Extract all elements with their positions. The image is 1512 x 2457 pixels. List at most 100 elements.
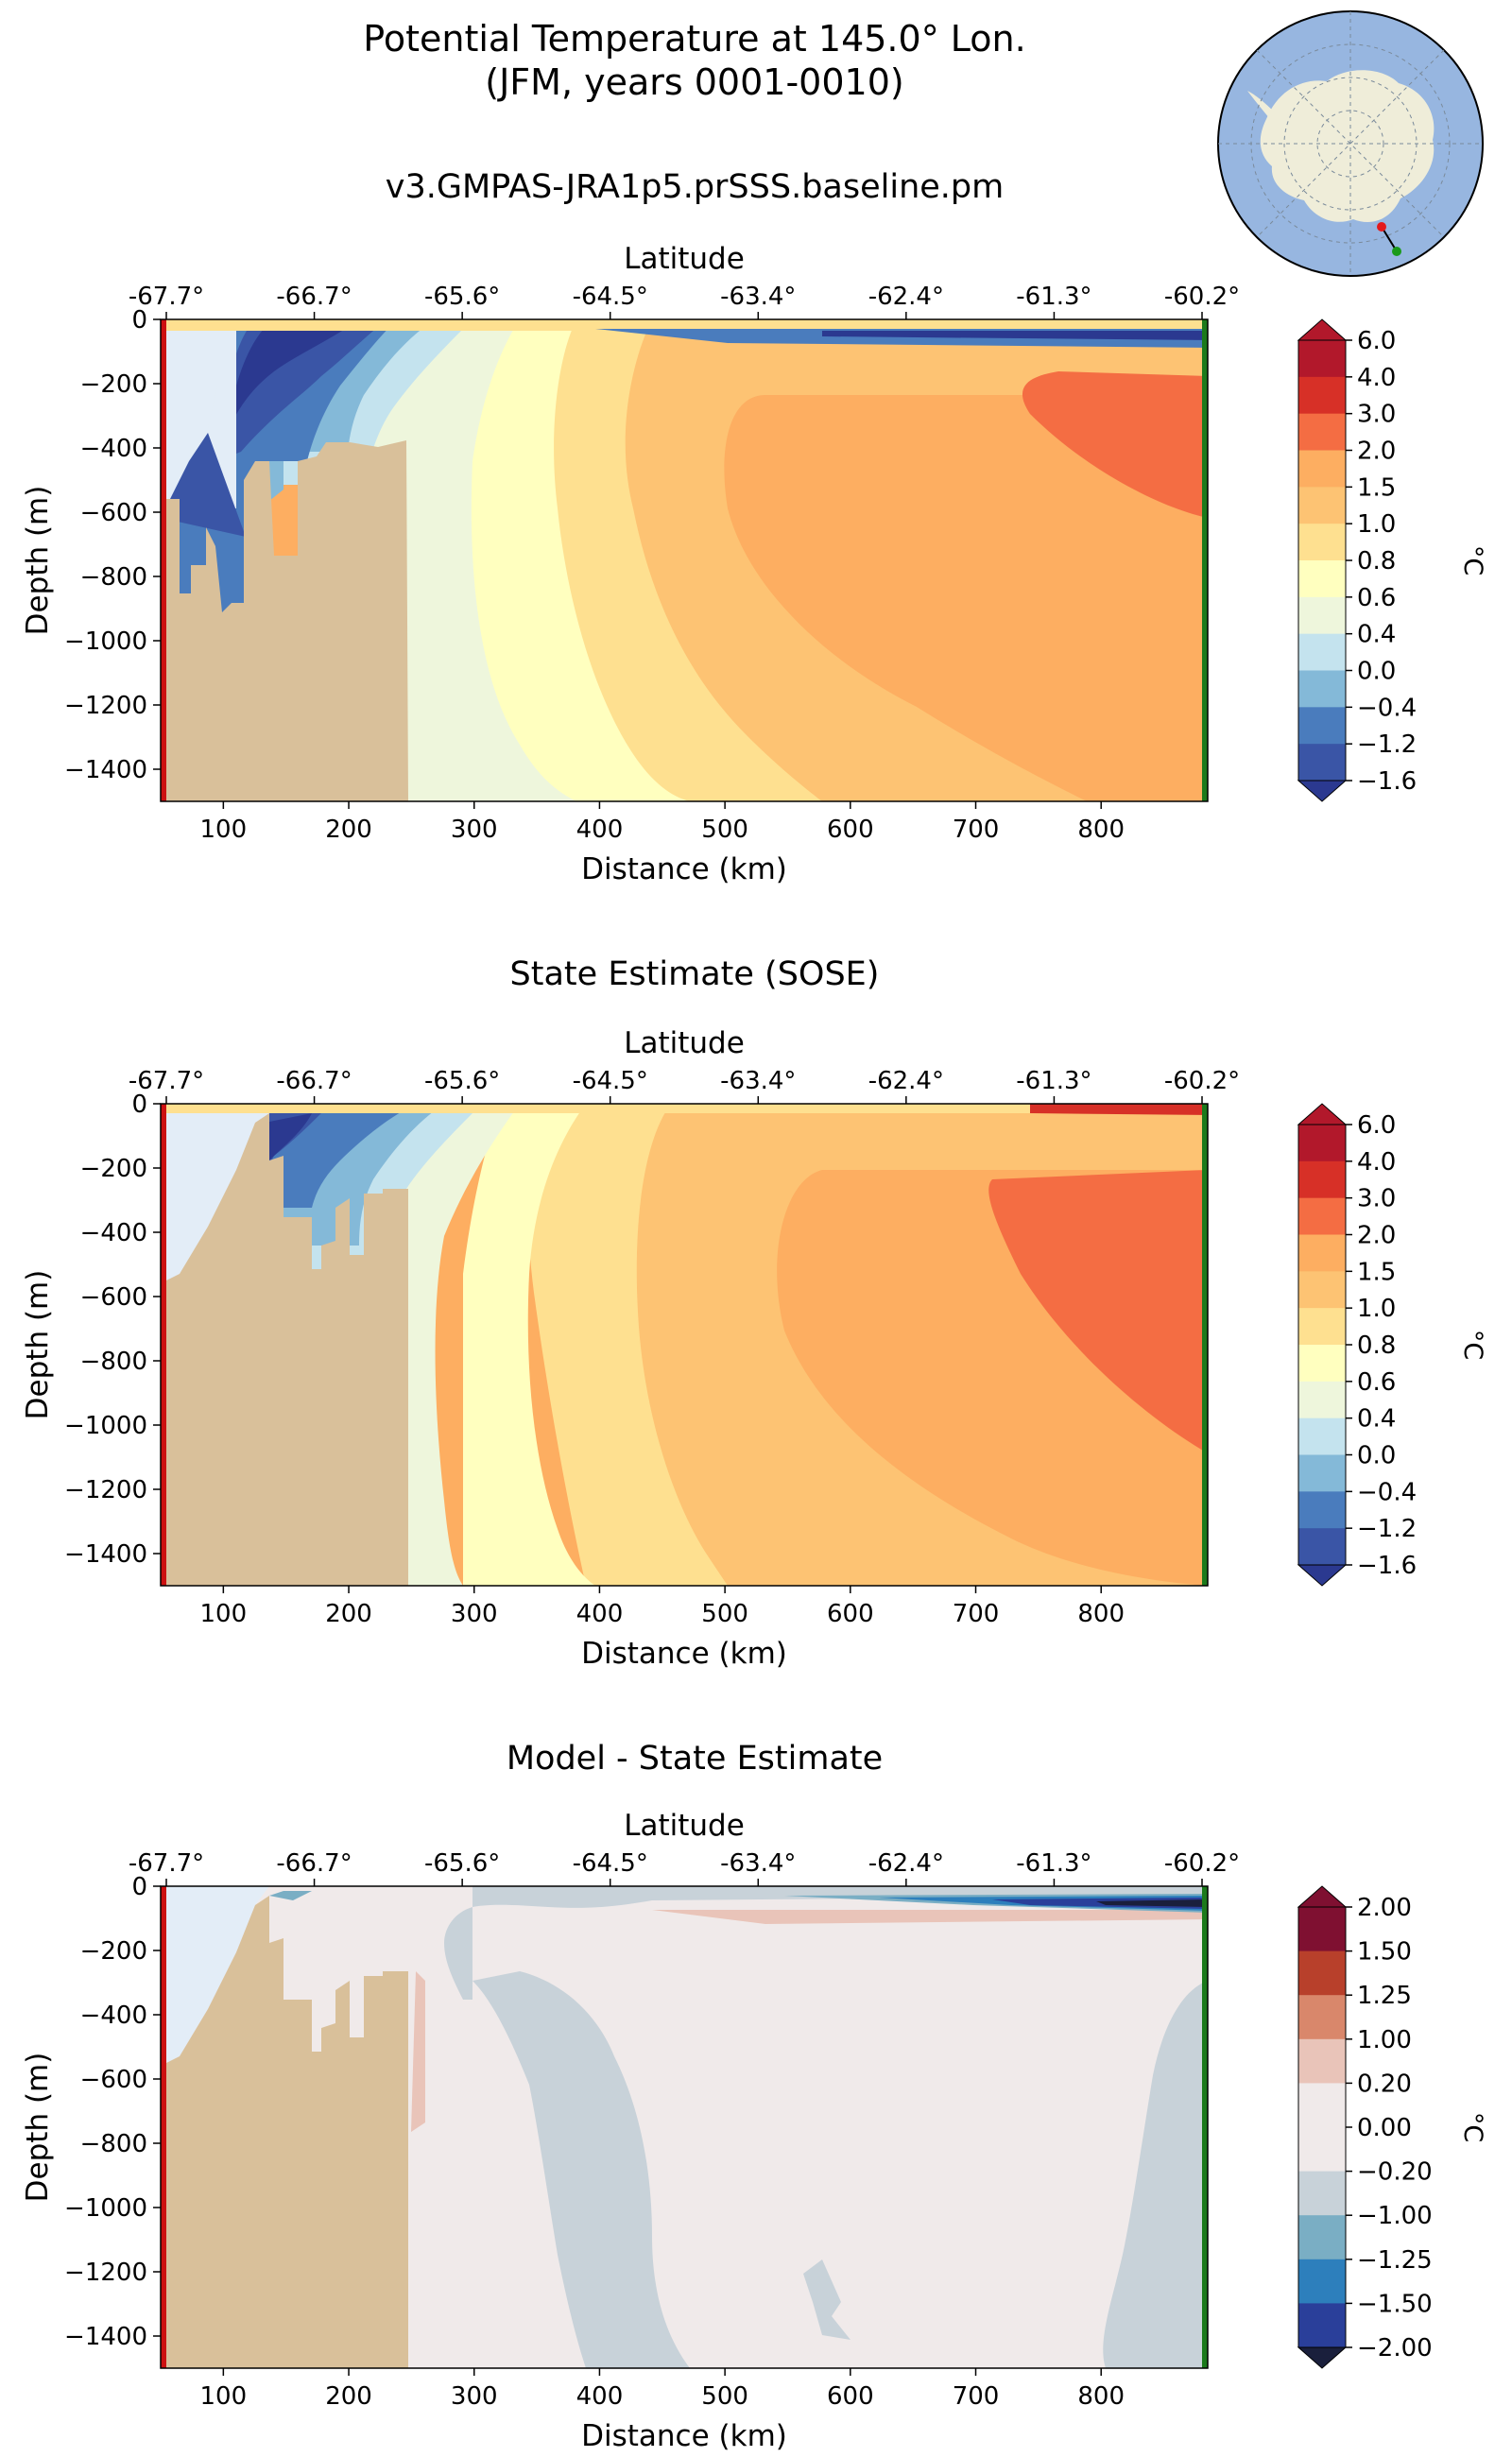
x-axis-label: Distance (km) xyxy=(581,852,787,886)
colorbar-tick-label: 6.0 xyxy=(1357,1111,1396,1140)
top-tick-label: -64.5° xyxy=(573,1067,648,1095)
colorbar-tick-label: 4.0 xyxy=(1357,364,1396,392)
colorbar-tick-label: 2.00 xyxy=(1357,1894,1412,1922)
top-tick-label: -60.2° xyxy=(1164,1067,1240,1095)
colorbar-tick-label: 0.20 xyxy=(1357,2070,1412,2098)
x-tick-label: 500 xyxy=(701,816,748,844)
y-tick-label: −400 xyxy=(80,435,147,463)
colorbar-tick-label: 0.8 xyxy=(1357,547,1396,576)
colorbar-extend-min xyxy=(1297,2346,1348,2369)
y-tick-label: 0 xyxy=(131,1873,147,1901)
contour-band-shelf xyxy=(269,1891,312,1900)
top-tick-label: -63.4° xyxy=(720,283,796,311)
panel-diff-plot-area xyxy=(161,1886,1208,2368)
colorbar-tick-label: 4.0 xyxy=(1357,1148,1396,1177)
panel-diff: 100 200 300 400 500 600 700 800 0 −200 −400 −600 −80… xyxy=(21,1809,1487,2453)
y-tick-label: −1400 xyxy=(64,2323,147,2351)
y-tick-label: −400 xyxy=(80,1219,147,1247)
contour-band-0p2-1p0-b xyxy=(411,1971,425,2132)
top-tick-label: -61.3° xyxy=(1016,1849,1091,1878)
x-tick-label: 500 xyxy=(701,1600,748,1628)
colorbar-bin xyxy=(1298,1345,1346,1383)
colorbar-bin xyxy=(1298,1950,1346,1996)
x-tick-label: 600 xyxy=(827,2382,874,2411)
x-tick-label: 800 xyxy=(1077,1600,1125,1628)
y-axis-label: Depth (m) xyxy=(21,486,55,636)
colorbar-extend-max xyxy=(1297,318,1348,341)
colorbar-tick-label: −1.50 xyxy=(1357,2290,1433,2318)
inset-polar-map xyxy=(1217,10,1484,277)
x-tick-label: 200 xyxy=(325,2382,372,2411)
transect-end-marker xyxy=(1202,319,1208,801)
contour-band-neg1p6 xyxy=(232,319,359,423)
y-tick-label: −200 xyxy=(80,1155,147,1183)
top-tick-label: -61.3° xyxy=(1016,283,1091,311)
x-tick-label: 600 xyxy=(827,1600,874,1628)
y-tick-label: 0 xyxy=(131,306,147,335)
y-tick-label: −600 xyxy=(80,2066,147,2094)
top-tick-label: -63.4° xyxy=(720,1849,796,1878)
colorbar-tick-label: −1.6 xyxy=(1357,1552,1417,1580)
y-axis-label: Depth (m) xyxy=(21,2053,55,2203)
colorbar-extend-min xyxy=(1297,780,1348,802)
colorbar-bin xyxy=(1298,707,1346,745)
contour-band-near-shore-b xyxy=(161,1905,255,2066)
panel-model-colorbar: 6.0 4.0 3.0 2.0 1.5 1.0 0.8 0.6 0.4 0.0 −0.4 −1.2 −1… xyxy=(1297,318,1487,802)
x-tick-label: 700 xyxy=(953,2382,1000,2411)
top-tick-label: -61.3° xyxy=(1016,1067,1091,1095)
colorbar-bin xyxy=(1298,2171,1346,2216)
panel-model-axes: 100 200 300 400 500 600 700 800 0 −200 −400 −600 −80… xyxy=(21,242,1240,886)
top-tick-label: -65.6° xyxy=(424,1849,500,1878)
colorbar-bin xyxy=(1298,1125,1346,1162)
contour-band-neg0p2-c xyxy=(472,1971,690,2368)
y-tick-label: −600 xyxy=(80,1283,147,1312)
colorbar-bin xyxy=(1298,2083,1346,2128)
surface-layer-warm xyxy=(161,319,1208,331)
colorbar-tick-label: −0.4 xyxy=(1357,1478,1417,1506)
y-tick-label: −1200 xyxy=(64,692,147,720)
x-tick-label: 700 xyxy=(953,816,1000,844)
colorbar-bin xyxy=(1298,1381,1346,1419)
contour-band-0p8 xyxy=(444,1104,595,1586)
panel-sose-plot-area xyxy=(161,1104,1208,1586)
colorbar-tick-label: −1.2 xyxy=(1357,1515,1417,1543)
contour-band-1p5 xyxy=(600,1104,1208,1586)
top-tick-label: -66.7° xyxy=(276,1849,352,1878)
colorbar-bin xyxy=(1298,413,1346,451)
colorbar-extend-min xyxy=(1297,1564,1348,1587)
top-tick-label: -67.7° xyxy=(129,1849,204,1878)
surface-layer-warm xyxy=(161,1104,1208,1113)
colorbar-tick-label: −1.00 xyxy=(1357,2202,1433,2230)
surface-layer-hot xyxy=(1030,1104,1208,1115)
y-tick-label: −200 xyxy=(80,1937,147,1966)
colorbar-bin xyxy=(1298,524,1346,561)
y-tick-label: −400 xyxy=(80,2002,147,2030)
panel-diff-title: Model - State Estimate xyxy=(507,1740,883,1778)
top-tick-label: -62.4° xyxy=(868,1067,944,1095)
panel-sose-axes: 100 200 300 400 500 600 700 800 0 −200 −400 −600 −80… xyxy=(21,1026,1240,1671)
top-axis-label: Latitude xyxy=(624,1026,745,1060)
panel-sose-colorbar: 6.0 4.0 3.0 2.0 1.5 1.0 0.8 0.6 0.4 0.0 −0.4 −1.2 −1… xyxy=(1297,1103,1487,1587)
colorbar-tick-label: −0.4 xyxy=(1357,694,1417,722)
subsurface-cold-core xyxy=(822,331,1208,340)
colorbar-bin xyxy=(1298,340,1346,378)
y-tick-label: −1400 xyxy=(64,1540,147,1569)
panel-model-plot-area xyxy=(161,319,1208,801)
top-tick-label: -62.4° xyxy=(868,283,944,311)
colorbar-tick-label: 1.00 xyxy=(1357,2026,1412,2054)
x-tick-label: 200 xyxy=(325,1600,372,1628)
y-tick-label: −600 xyxy=(80,499,147,527)
colorbar-tick-label: 6.0 xyxy=(1357,327,1396,355)
top-axis-label: Latitude xyxy=(624,1809,745,1843)
contour-band-neg0p2-b xyxy=(567,1886,1208,1896)
panel-sose-frame xyxy=(160,1103,1209,1587)
colorbar-bin xyxy=(1298,2215,1346,2260)
colorbar-bin xyxy=(1298,596,1346,635)
contour-band-neg2-region xyxy=(161,319,236,508)
colorbar-extend-max xyxy=(1297,1103,1348,1125)
y-tick-label: −200 xyxy=(80,370,147,399)
colorbar-bin xyxy=(1298,487,1346,524)
x-tick-label: 800 xyxy=(1077,2382,1125,2411)
colorbar-tick-label: 1.5 xyxy=(1357,1258,1396,1286)
